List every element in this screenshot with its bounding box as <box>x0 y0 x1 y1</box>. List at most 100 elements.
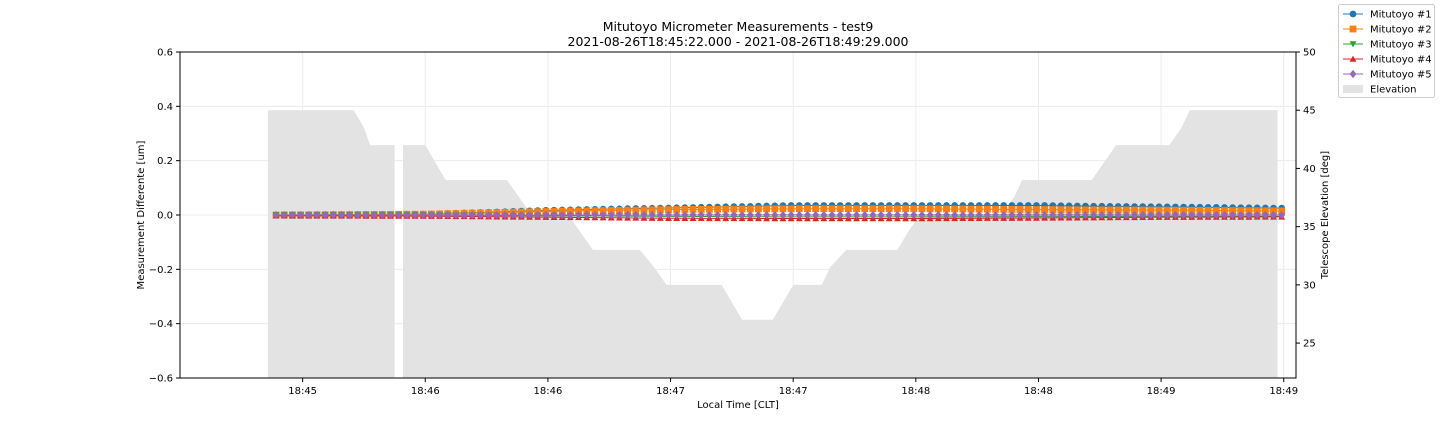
data-point <box>526 210 533 220</box>
data-point <box>656 210 664 220</box>
data-point <box>436 210 443 220</box>
data-point <box>1221 207 1228 214</box>
data-point <box>812 210 820 220</box>
data-point <box>566 210 574 220</box>
data-point <box>648 210 656 220</box>
data-point <box>828 205 836 213</box>
data-point <box>599 210 607 220</box>
data-point <box>297 210 304 220</box>
data-point <box>959 210 967 220</box>
data-point <box>894 205 901 213</box>
data-point <box>1270 207 1277 215</box>
data-point <box>1172 210 1179 220</box>
data-point <box>624 210 632 220</box>
data-point <box>338 210 345 220</box>
y2-tick-label: 40 <box>1303 164 1316 175</box>
data-point <box>370 210 378 220</box>
data-point <box>1114 206 1122 214</box>
data-point <box>1090 210 1098 220</box>
data-point <box>1057 210 1065 220</box>
data-point <box>575 210 582 220</box>
data-point <box>1073 206 1081 214</box>
data-point <box>1245 210 1253 220</box>
data-point <box>460 210 468 220</box>
y2-tick-label: 45 <box>1303 106 1316 117</box>
y-tick-label: 0.2 <box>157 156 173 167</box>
data-point <box>313 210 321 220</box>
data-point <box>411 210 419 220</box>
data-point <box>1082 206 1089 214</box>
data-point <box>738 210 746 220</box>
data-point <box>354 210 362 220</box>
data-point <box>280 210 288 220</box>
data-point <box>640 210 648 220</box>
data-point <box>591 210 599 220</box>
legend: Mitutoyo #1 Mitutoyo #2 Mitutoyo #3 Mitutoy… <box>1338 4 1435 98</box>
chart-subtitle: 2021-08-26T18:45:22.000 - 2021-08-26T18:… <box>568 34 909 49</box>
data-point <box>1163 210 1171 220</box>
data-point <box>305 210 313 220</box>
data-point <box>1204 207 1212 214</box>
data-point <box>967 205 975 213</box>
data-point <box>501 210 509 220</box>
elevation-area <box>267 110 395 378</box>
data-point <box>934 210 942 220</box>
data-point <box>1196 210 1204 220</box>
data-point <box>820 205 828 213</box>
data-point <box>1065 206 1073 214</box>
data-point <box>272 210 280 220</box>
data-point <box>346 210 354 220</box>
data-point <box>714 205 721 213</box>
data-point <box>959 205 967 213</box>
data-point <box>795 205 803 213</box>
data-point <box>885 205 893 213</box>
data-point <box>869 205 877 213</box>
data-point <box>1237 207 1245 215</box>
data-point <box>1147 210 1155 220</box>
x-tick-label: 18:46 <box>411 386 440 397</box>
data-point <box>1245 207 1253 215</box>
y2-tick-label: 50 <box>1303 48 1316 59</box>
data-point <box>787 205 795 213</box>
data-point <box>885 210 893 220</box>
data-point <box>665 210 672 220</box>
data-point <box>1155 206 1163 214</box>
data-point <box>1261 207 1269 215</box>
data-point <box>755 205 762 213</box>
data-point <box>1180 210 1187 220</box>
data-point <box>1033 210 1040 220</box>
data-point <box>477 210 484 220</box>
legend-label: Mitutoyo #4 <box>1370 55 1432 66</box>
data-point <box>1008 205 1016 213</box>
data-point <box>836 210 844 220</box>
data-point <box>1000 210 1008 220</box>
data-point <box>1106 206 1114 214</box>
data-point <box>1122 206 1130 214</box>
data-point <box>1090 206 1098 214</box>
data-point <box>763 210 771 220</box>
data-point <box>1155 210 1163 220</box>
data-point <box>1147 206 1155 214</box>
data-point <box>1180 206 1187 214</box>
data-point <box>943 205 950 213</box>
legend-label: Mitutoyo #2 <box>1370 25 1432 36</box>
data-point <box>1008 210 1016 220</box>
data-point <box>1188 206 1196 214</box>
data-point <box>632 206 640 214</box>
legend-label: Mitutoyo #3 <box>1370 40 1432 51</box>
data-point <box>681 206 689 213</box>
data-point <box>616 210 623 220</box>
data-point <box>992 210 999 220</box>
data-point <box>738 205 746 213</box>
series-layer <box>272 202 1286 222</box>
data-point <box>1139 210 1147 220</box>
data-point <box>804 210 811 220</box>
data-point <box>362 210 370 220</box>
elevation-area <box>402 110 1278 378</box>
y-tick-label: −0.4 <box>149 319 173 330</box>
data-point <box>1041 206 1048 213</box>
data-point <box>877 205 885 213</box>
data-point <box>1098 206 1106 214</box>
data-point <box>1172 206 1179 214</box>
data-point <box>722 210 730 220</box>
